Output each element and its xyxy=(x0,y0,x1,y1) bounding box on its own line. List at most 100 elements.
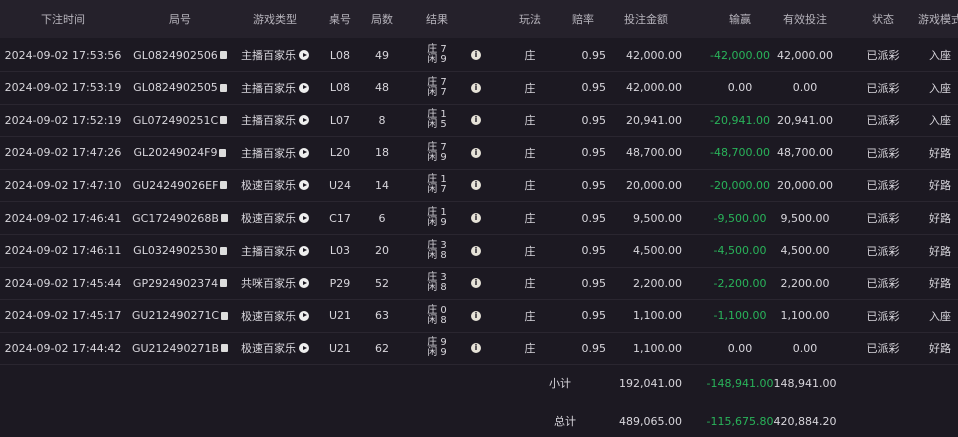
copy-icon[interactable] xyxy=(219,246,227,255)
table-row: 2024-09-02 17:53:56 GL0824902506 主播百家乐 L08 4… xyxy=(0,39,958,72)
cell-time: 2024-09-02 17:53:19 xyxy=(4,81,122,95)
player-score: 9 xyxy=(440,54,447,65)
cell-table: U24 xyxy=(328,178,352,192)
play-icon[interactable] xyxy=(299,82,309,93)
play-icon[interactable] xyxy=(299,50,309,60)
play-icon[interactable] xyxy=(299,278,309,289)
copy-icon[interactable] xyxy=(221,344,229,353)
copy-icon[interactable] xyxy=(219,51,227,59)
cell-valid: 20,000.00 xyxy=(777,178,833,192)
play-icon[interactable] xyxy=(299,180,309,191)
cell-round: 14 xyxy=(375,178,389,192)
game-type: 主播百家乐 xyxy=(241,49,296,62)
subtotal-winloss: -148,941.00 xyxy=(706,376,774,390)
info-icon[interactable]: i xyxy=(471,115,481,126)
cell-info: i xyxy=(466,169,486,201)
header-type: 游戏类型 xyxy=(253,13,297,26)
game-type: 主播百家乐 xyxy=(241,146,296,160)
game-type: 主播百家乐 xyxy=(241,114,296,128)
subtotal-label: 小计 xyxy=(549,377,571,390)
cell-type: 主播百家乐 xyxy=(235,39,315,71)
cell-round: 6 xyxy=(378,211,386,225)
copy-icon[interactable] xyxy=(220,181,228,190)
cell-status: 已派彩 xyxy=(866,309,900,323)
info-icon[interactable]: i xyxy=(471,310,481,321)
cell-table: L08 xyxy=(329,81,351,95)
cell-odds: 0.95 xyxy=(581,244,607,258)
cell-winloss: 0.00 xyxy=(727,81,753,95)
cell-id: GU212490271C xyxy=(125,300,235,332)
banker-score: 9 xyxy=(440,337,447,349)
cell-play: 庄 xyxy=(524,309,536,323)
cell-info: i xyxy=(466,235,486,267)
round-id: GL20249024F9 xyxy=(133,146,218,160)
cell-time: 2024-09-02 17:45:44 xyxy=(4,276,122,290)
play-icon[interactable] xyxy=(299,115,309,126)
play-icon[interactable] xyxy=(299,245,309,256)
player-label: 闲 xyxy=(427,249,438,261)
cell-id: GL072490251C xyxy=(125,104,235,136)
play-icon[interactable] xyxy=(299,213,309,223)
game-type: 极速百家乐 xyxy=(241,179,296,193)
table-row: 2024-09-02 17:52:19 GL072490251C 主播百家乐 L07 8… xyxy=(0,104,958,138)
copy-icon[interactable] xyxy=(220,214,228,222)
cell-mode: 好路 xyxy=(929,342,951,356)
table-row: 2024-09-02 17:44:42 GU212490271B 极速百家乐 U21 6… xyxy=(0,332,958,366)
banker-label: 庄 xyxy=(427,174,438,186)
table-row: 2024-09-02 17:53:19 GL0824902505 主播百家乐 L08 4… xyxy=(0,72,958,105)
info-icon[interactable]: i xyxy=(471,147,481,158)
cell-play: 庄 xyxy=(524,342,536,356)
banker-label: 庄 xyxy=(427,109,438,121)
banker-score: 1 xyxy=(440,174,447,186)
cell-type: 主播百家乐 xyxy=(235,137,315,169)
banker-score: 0 xyxy=(440,304,447,316)
play-icon[interactable] xyxy=(299,343,309,354)
copy-icon[interactable] xyxy=(220,279,228,288)
info-icon[interactable]: i xyxy=(471,343,481,354)
table-row: 2024-09-02 17:45:17 GU212490271C 极速百家乐 U21 6… xyxy=(0,300,958,333)
cell-amount: 42,000.00 xyxy=(626,48,682,62)
copy-icon[interactable] xyxy=(221,311,229,320)
cell-table: P29 xyxy=(329,276,351,290)
cell-type: 极速百家乐 xyxy=(235,332,315,364)
cell-info: i xyxy=(466,72,486,104)
cell-type: 极速百家乐 xyxy=(235,202,315,234)
cell-winloss: -20,941.00 xyxy=(710,113,770,127)
copy-icon[interactable] xyxy=(219,83,227,92)
info-icon[interactable]: i xyxy=(471,245,481,256)
cell-round: 49 xyxy=(375,48,389,62)
cell-info: i xyxy=(466,39,486,71)
cell-play: 庄 xyxy=(524,81,536,95)
cell-time: 2024-09-02 17:53:56 xyxy=(4,48,122,62)
cell-id: GC172490268B xyxy=(125,202,235,234)
cell-id: GU212490271B xyxy=(125,332,235,364)
info-icon[interactable]: i xyxy=(471,82,481,93)
play-icon[interactable] xyxy=(299,310,309,321)
table-row: 2024-09-02 17:46:11 GL0324902530 主播百家乐 L03 2… xyxy=(0,235,958,268)
header-valid: 有效投注 xyxy=(783,13,827,26)
cell-winloss: 0.00 xyxy=(727,341,753,355)
round-id: GL0824902505 xyxy=(133,81,218,95)
cell-odds: 0.95 xyxy=(581,48,607,62)
play-icon[interactable] xyxy=(299,147,309,158)
cell-round: 52 xyxy=(375,276,389,290)
info-icon[interactable]: i xyxy=(471,213,481,223)
total-winloss: -115,675.80 xyxy=(706,414,774,428)
header-round: 局数 xyxy=(371,13,393,26)
cell-valid: 48,700.00 xyxy=(777,146,833,160)
cell-odds: 0.95 xyxy=(581,276,607,290)
info-icon[interactable]: i xyxy=(471,180,481,191)
info-icon[interactable]: i xyxy=(471,50,481,60)
cell-amount: 2,200.00 xyxy=(633,276,682,290)
copy-icon[interactable] xyxy=(220,116,228,125)
info-icon[interactable]: i xyxy=(471,278,481,289)
cell-info: i xyxy=(466,202,486,234)
banker-label: 庄 xyxy=(427,337,438,349)
cell-winloss: -2,200.00 xyxy=(713,276,767,290)
player-label: 闲 xyxy=(427,282,438,294)
copy-icon[interactable] xyxy=(219,148,227,157)
header-status: 状态 xyxy=(872,13,894,26)
